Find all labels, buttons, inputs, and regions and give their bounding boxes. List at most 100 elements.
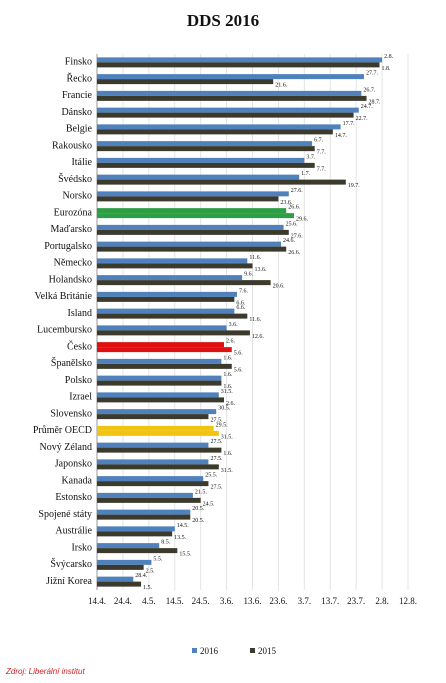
bar (97, 79, 274, 85)
bar (97, 246, 287, 252)
y-tick-label: Česko (67, 340, 92, 352)
bar (97, 313, 248, 319)
data-label: 27.6. (291, 233, 304, 239)
bar (97, 358, 222, 364)
x-tick-label: 23.6. (269, 596, 287, 606)
bar (97, 258, 248, 264)
bar (97, 141, 313, 147)
bar (97, 124, 341, 130)
data-label: 1.6. (223, 355, 233, 361)
bar (97, 157, 305, 163)
data-label: 26.6. (288, 205, 301, 211)
data-label: 8.5. (161, 540, 171, 546)
data-label: 28.7. (369, 99, 382, 105)
data-label: 26.7. (363, 87, 376, 93)
data-label: 19.7. (348, 183, 361, 189)
bar (97, 224, 284, 230)
data-label: 29.5. (216, 422, 229, 428)
data-label: 29.6. (296, 217, 309, 223)
y-tick-label: Eurozóna (54, 207, 93, 218)
bar (97, 380, 222, 386)
data-label: 1.6. (223, 451, 233, 457)
chart-title: DDS 2016 (187, 11, 259, 30)
bar (97, 497, 201, 503)
y-tick-label: Holandsko (49, 274, 92, 285)
data-label: 21.5. (195, 489, 208, 495)
data-label: 20.5. (192, 506, 205, 512)
legend-label: 2016 (200, 646, 219, 656)
data-label: 24.7. (361, 104, 374, 110)
data-label: 20.5. (192, 518, 205, 524)
bar (97, 564, 144, 570)
y-tick-label: Norsko (63, 191, 92, 202)
bar (97, 509, 191, 515)
bar (97, 107, 359, 113)
bar (97, 392, 219, 398)
data-label: 27.7. (366, 71, 379, 77)
bar (97, 275, 243, 281)
data-label: 27.5. (210, 439, 223, 445)
x-tick-label: 14.5. (166, 596, 184, 606)
bar (97, 241, 282, 247)
data-label: 2.6. (226, 401, 236, 407)
data-label: 14.7. (335, 133, 348, 139)
data-label: 27.5. (210, 418, 223, 424)
legend-swatch (250, 648, 255, 653)
y-tick-label: Velká Británie (35, 291, 93, 302)
data-label: 30.5. (218, 406, 231, 412)
y-tick-label: Japonsko (55, 459, 92, 470)
y-tick-label: Řecko (66, 72, 92, 84)
bar (97, 363, 232, 369)
data-label: 9.6. (244, 272, 254, 278)
y-tick-label: Španělsko (51, 357, 92, 369)
y-tick-label: Itálie (71, 157, 92, 168)
x-tick-label: 13.6. (244, 596, 262, 606)
bar (97, 481, 209, 487)
data-label: 17.7. (343, 121, 356, 127)
bar (97, 280, 271, 286)
bar (97, 179, 346, 185)
bar (97, 57, 383, 63)
bar (97, 174, 300, 180)
x-tick-label: 24.4. (114, 596, 132, 606)
source: Zdroj: Liberální institut (5, 667, 85, 676)
y-tick-label: Polsko (65, 375, 92, 386)
data-label: 24.6. (283, 238, 296, 244)
bar (97, 576, 134, 582)
bar (97, 208, 287, 214)
x-tick-label: 2.8. (375, 596, 389, 606)
bar (97, 581, 142, 587)
y-tick-label: Finsko (65, 57, 92, 68)
data-label: 31.5. (221, 389, 234, 395)
x-tick-label: 14.4. (88, 596, 106, 606)
bar (97, 146, 315, 152)
data-label: 15.5. (179, 552, 192, 558)
bar (97, 459, 209, 465)
x-tick-label: 12.8. (399, 596, 417, 606)
data-label: 14.5. (177, 523, 190, 529)
bar (97, 263, 253, 269)
data-label: 22.7. (356, 116, 369, 122)
bar (97, 95, 367, 101)
bar (97, 308, 235, 314)
y-tick-label: Spojené státy (38, 509, 92, 520)
x-tick-label: 3.7. (298, 596, 312, 606)
bar (97, 464, 219, 470)
bar (97, 342, 224, 348)
data-label: 27.5. (210, 485, 223, 491)
data-label: 1.6. (223, 384, 233, 390)
data-label: 31.5. (221, 468, 234, 474)
y-tick-label: Jižní Korea (46, 576, 92, 587)
data-label: 7.7. (317, 150, 327, 156)
y-tick-label: Lucembursko (37, 325, 92, 336)
data-label: 5.6. (234, 351, 244, 357)
bar (97, 559, 152, 565)
bar (97, 375, 222, 381)
x-tick-label: 3.6. (220, 596, 234, 606)
bar (97, 229, 289, 235)
bar (97, 409, 217, 415)
data-label: 28.4. (135, 573, 148, 579)
y-tick-label: Slovensko (50, 408, 92, 419)
bar (97, 191, 289, 197)
